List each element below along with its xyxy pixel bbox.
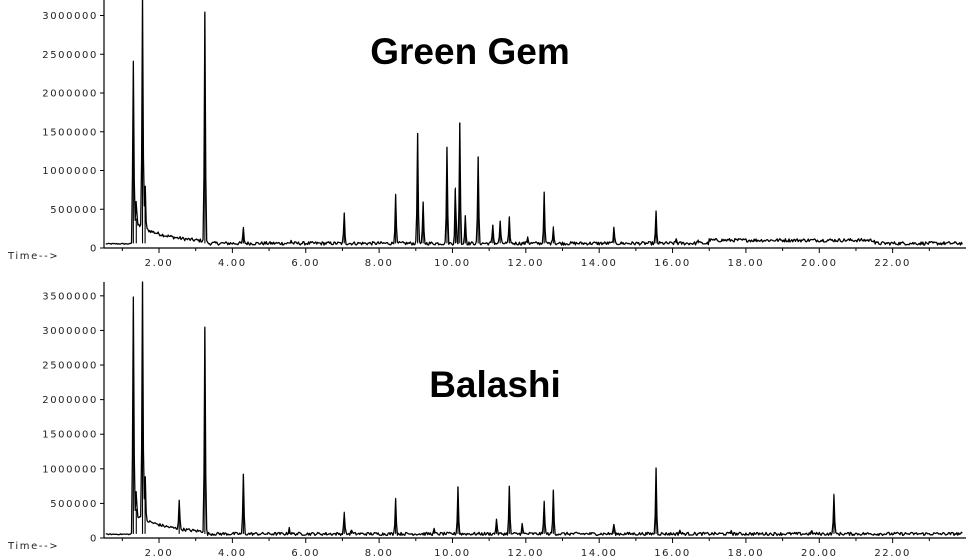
y-tick-label: 3500000 [42, 291, 98, 302]
x-tick-label: 4.00 [218, 258, 247, 269]
y-tick-label: 500000 [50, 205, 98, 216]
y-tick-label: 2500000 [42, 361, 98, 372]
x-tick-label: 18.00 [728, 258, 765, 269]
chromatogram-trace [105, 281, 963, 537]
green-gem-chromatogram: 0 500000 1000000 1500000 2000000 2500000 30000… [7, 0, 966, 269]
chromatogram-trace [105, 0, 963, 246]
x-tick-label: 18.00 [728, 548, 765, 556]
y-tick-label: 3000000 [42, 11, 98, 22]
y-tick-label: 1000000 [42, 464, 98, 475]
x-tick-label: 10.00 [434, 258, 471, 269]
x-tick-label: 20.00 [801, 548, 838, 556]
x-tick-label: 12.00 [508, 258, 545, 269]
y-tick-label: 0 [90, 534, 98, 545]
y-tick-label: 2500000 [42, 50, 98, 61]
chart-title: Green Gem [370, 31, 569, 72]
x-tick-label: 16.00 [654, 258, 691, 269]
x-axis-label: Time--> [7, 541, 59, 552]
x-tick-label: 14.00 [581, 258, 618, 269]
y-tick-label: 500000 [50, 499, 98, 510]
x-tick-label: 22.00 [874, 548, 911, 556]
x-tick-label: 6.00 [291, 258, 320, 269]
chart-title: Balashi [429, 364, 561, 405]
y-tick-label: 3000000 [42, 326, 98, 337]
y-tick-label: 2000000 [42, 89, 98, 100]
x-tick-label: 4.00 [218, 548, 247, 556]
y-tick-label: 0 [90, 244, 98, 255]
x-tick-label: 2.00 [145, 548, 174, 556]
x-tick-label: 12.00 [508, 548, 545, 556]
x-tick-label: 6.00 [291, 548, 320, 556]
y-tick-label: 1000000 [42, 166, 98, 177]
x-tick-label: 10.00 [434, 548, 471, 556]
x-tick-label: 16.00 [654, 548, 691, 556]
x-axis-label: Time--> [7, 251, 59, 262]
x-tick-label: 22.00 [874, 258, 911, 269]
balashi-chromatogram: 0 500000 1000000 1500000 2000000 2500000 30000… [7, 281, 966, 556]
y-tick-label: 1500000 [42, 127, 98, 138]
x-tick-label: 2.00 [145, 258, 174, 269]
x-tick-label: 20.00 [801, 258, 838, 269]
x-tick-label: 8.00 [365, 258, 394, 269]
x-tick-label: 14.00 [581, 548, 618, 556]
y-tick-label: 1500000 [42, 430, 98, 441]
y-tick-label: 2000000 [42, 395, 98, 406]
x-tick-label: 8.00 [365, 548, 394, 556]
